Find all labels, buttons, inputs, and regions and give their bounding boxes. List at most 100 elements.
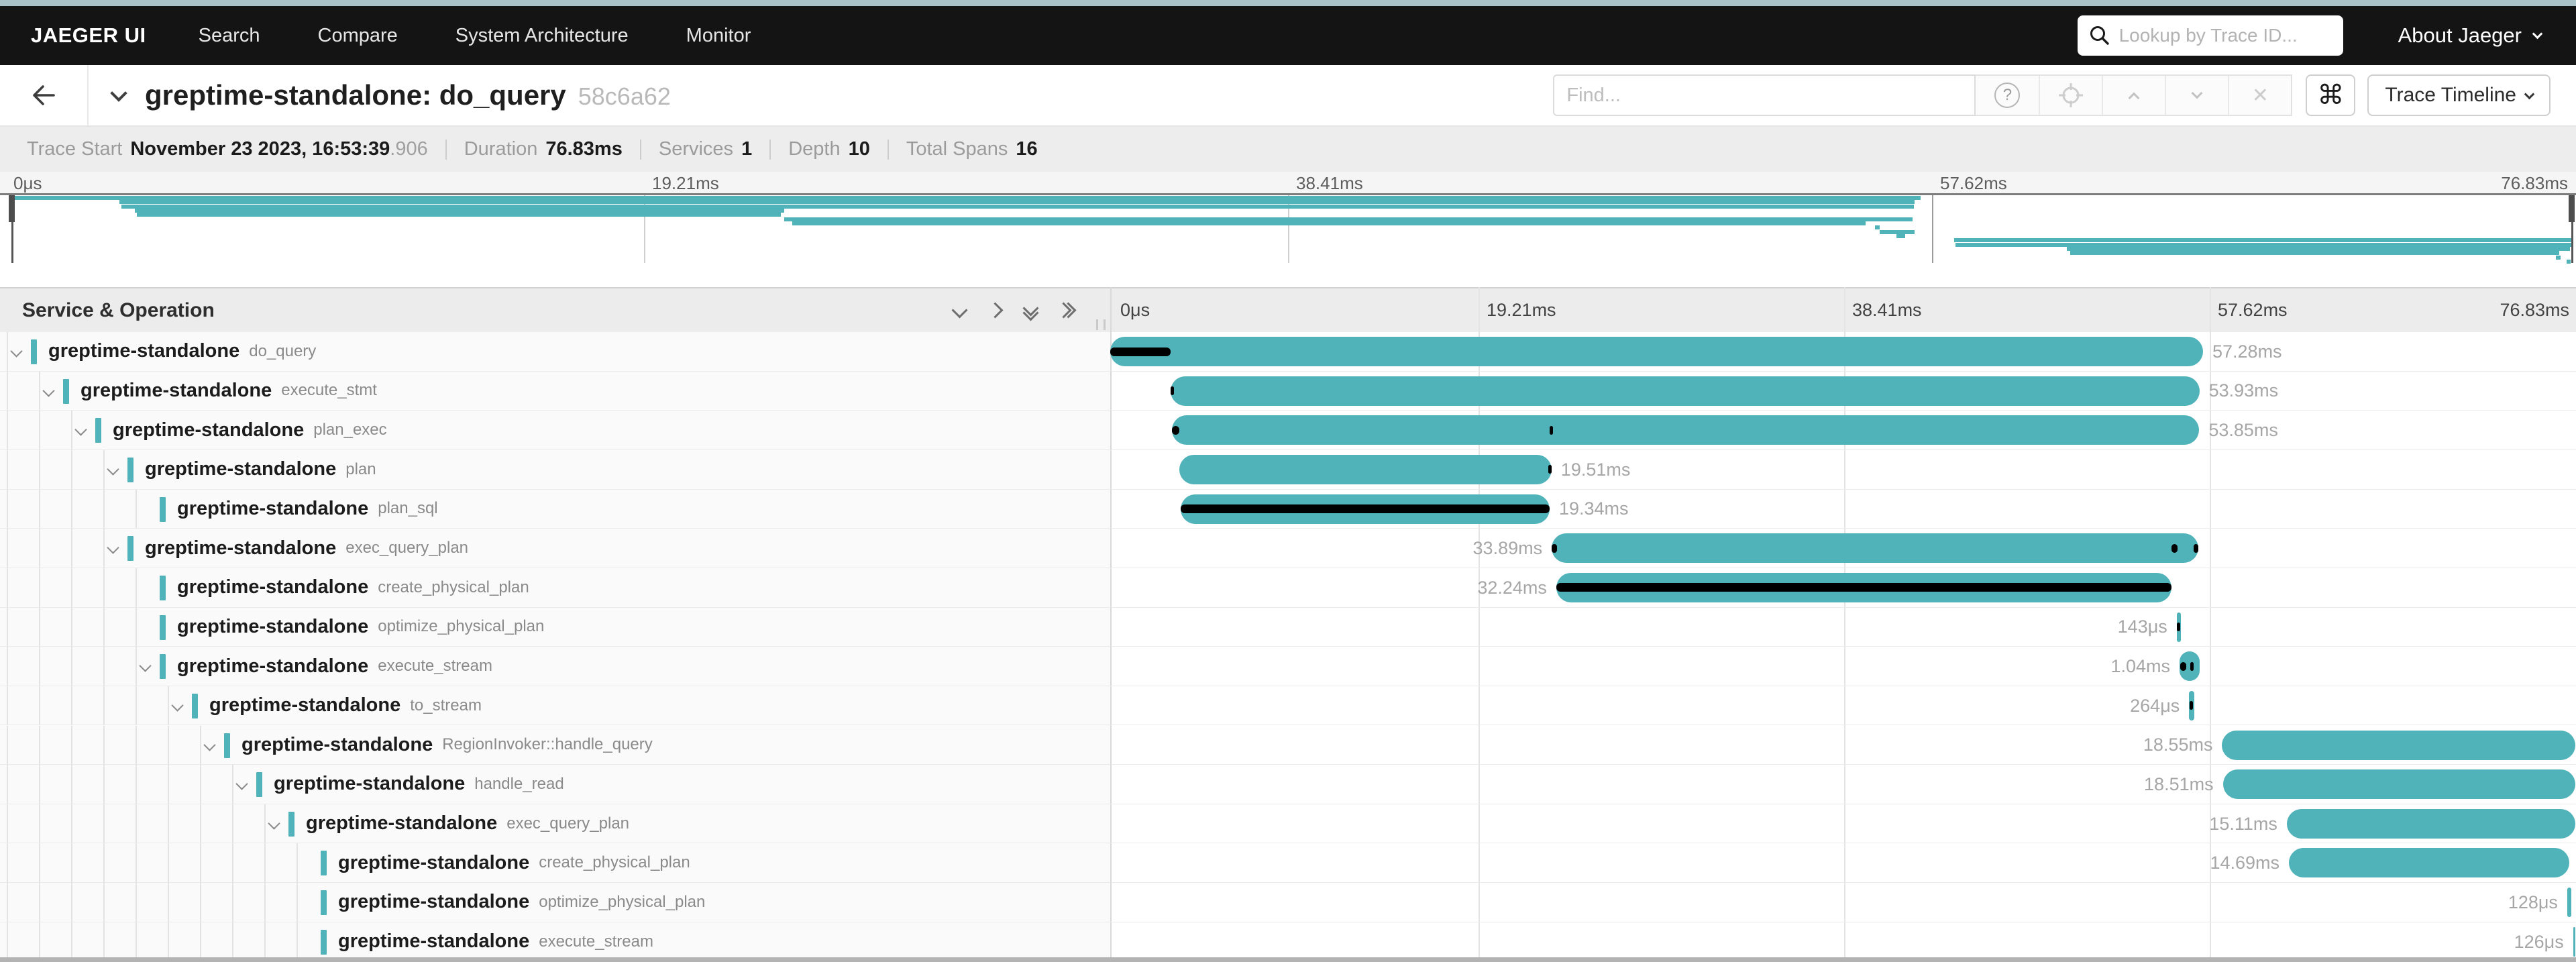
span-row[interactable]: greptime-standalone execute_stream 126μs xyxy=(0,922,2576,962)
span-bar[interactable] xyxy=(1110,337,2203,366)
span-bar[interactable] xyxy=(2288,848,2569,878)
span-bar[interactable] xyxy=(1552,533,2198,564)
collapse-one-button[interactable] xyxy=(945,288,974,332)
depth-value: 10 xyxy=(848,138,870,160)
span-row[interactable]: greptime-standalone exec_query_plan 15.11m… xyxy=(0,804,2576,844)
span-operation-name: handle_read xyxy=(474,774,564,793)
span-row[interactable]: greptime-standalone create_physical_plan 3… xyxy=(0,568,2576,608)
total-spans-value: 16 xyxy=(1016,138,1038,160)
column-divider[interactable] xyxy=(1110,287,1112,957)
indent-guide xyxy=(7,883,8,922)
span-expand-chevron-icon[interactable] xyxy=(235,778,248,790)
span-row[interactable]: greptime-standalone plan 19.51ms xyxy=(0,449,2576,490)
span-bar[interactable] xyxy=(1556,572,2171,602)
span-name: greptime-standalone plan_sql xyxy=(177,490,438,529)
span-service-name: greptime-standalone xyxy=(177,615,369,637)
span-expand-chevron-icon[interactable] xyxy=(10,345,23,358)
trace-id-lookup[interactable] xyxy=(2077,15,2343,56)
span-expand-chevron-icon[interactable] xyxy=(107,541,119,554)
indent-guide xyxy=(7,411,8,449)
viewport-right-scrubber[interactable] xyxy=(2569,195,2575,222)
critical-path-segment xyxy=(2176,623,2180,632)
span-expand-chevron-icon[interactable] xyxy=(74,423,87,436)
nav-item-compare[interactable]: Compare xyxy=(317,24,398,46)
span-expand-chevron-icon[interactable] xyxy=(171,699,184,712)
nav-item-monitor[interactable]: Monitor xyxy=(686,24,751,46)
span-row[interactable]: greptime-standalone plan_sql 19.34ms xyxy=(0,489,2576,529)
column-resizer-grip[interactable] xyxy=(1096,319,1106,330)
focus-match-button[interactable] xyxy=(2039,76,2102,115)
trace-id-lookup-input[interactable] xyxy=(2118,25,2332,46)
divider xyxy=(639,139,641,160)
span-bar[interactable] xyxy=(1179,454,1552,484)
minimap-canvas[interactable] xyxy=(0,193,2576,264)
prev-match-button[interactable] xyxy=(2102,76,2165,115)
indent-guide xyxy=(264,922,266,961)
indent-guide xyxy=(103,449,105,489)
viewport-left-scrubber[interactable] xyxy=(9,195,15,222)
span-operation-name: plan_exec xyxy=(313,421,387,439)
span-row[interactable]: greptime-standalone optimize_physical_pla… xyxy=(0,607,2576,647)
chevron-down-icon xyxy=(2532,28,2543,39)
span-service-name: greptime-standalone xyxy=(306,812,498,835)
span-bar[interactable] xyxy=(1171,415,2200,445)
span-expand-chevron-icon[interactable] xyxy=(203,738,216,751)
span-row[interactable]: greptime-standalone execute_stream 1.04ms xyxy=(0,647,2576,686)
expand-one-button[interactable] xyxy=(980,288,1010,332)
span-bar[interactable] xyxy=(1180,494,1550,524)
collapse-all-button[interactable] xyxy=(1016,288,1045,332)
span-row[interactable]: greptime-standalone plan_exec 53.85ms xyxy=(0,411,2576,450)
critical-path-segment xyxy=(2180,661,2186,671)
indent-guide xyxy=(136,804,137,843)
indent-guide xyxy=(103,686,105,725)
view-selector-dropdown[interactable]: Trace Timeline xyxy=(2367,74,2551,116)
span-row[interactable]: greptime-standalone to_stream 264μs xyxy=(0,686,2576,726)
service-color-strip xyxy=(321,929,327,955)
indent-guide xyxy=(7,765,8,804)
keyboard-shortcuts-button[interactable]: ⌘ xyxy=(2306,74,2356,116)
expand-all-button[interactable] xyxy=(1051,288,1081,332)
span-row[interactable]: greptime-standalone RegionInvoker::handle… xyxy=(0,725,2576,765)
span-row[interactable]: greptime-standalone execute_stmt 53.93ms xyxy=(0,371,2576,411)
span-name: greptime-standalone to_stream xyxy=(209,686,482,725)
span-bar[interactable] xyxy=(1170,376,2200,406)
span-bar[interactable] xyxy=(2176,612,2181,642)
span-operation-name: execute_stream xyxy=(539,932,653,951)
span-duration-label: 57.28ms xyxy=(2212,341,2282,362)
span-expand-chevron-icon[interactable] xyxy=(42,384,55,397)
span-bar[interactable] xyxy=(2573,926,2575,957)
nav-item-search[interactable]: Search xyxy=(198,24,260,46)
span-bar[interactable] xyxy=(2222,769,2575,800)
span-duration-label: 18.51ms xyxy=(2144,773,2214,794)
indent-guide xyxy=(168,883,169,922)
nav-item-system-architecture[interactable]: System Architecture xyxy=(455,24,629,46)
span-bar[interactable] xyxy=(2180,651,2200,682)
span-bar[interactable] xyxy=(2567,888,2571,918)
minimap-span-bar xyxy=(1879,229,1915,234)
span-bar[interactable] xyxy=(2189,690,2194,720)
find-input[interactable] xyxy=(1566,84,1975,107)
back-button[interactable] xyxy=(0,65,89,125)
critical-path-segment xyxy=(1170,386,1174,396)
span-expand-chevron-icon[interactable] xyxy=(139,659,152,672)
span-row[interactable]: greptime-standalone do_query 57.28ms xyxy=(0,332,2576,372)
span-row[interactable]: greptime-standalone optimize_physical_pla… xyxy=(0,883,2576,922)
span-service-name: greptime-standalone xyxy=(48,340,240,362)
collapse-trace-detail-chevron[interactable] xyxy=(110,85,127,102)
span-row[interactable]: greptime-standalone exec_query_plan 33.89m… xyxy=(0,529,2576,568)
span-expand-chevron-icon[interactable] xyxy=(107,463,119,476)
span-bar[interactable] xyxy=(2286,808,2575,839)
find-controls: ? ✕ xyxy=(1976,74,2293,116)
horizontal-scrollbar[interactable] xyxy=(0,957,2576,962)
clear-find-button[interactable]: ✕ xyxy=(2228,76,2291,115)
span-expand-chevron-icon[interactable] xyxy=(268,817,280,830)
span-operation-name: do_query xyxy=(249,341,317,360)
name-column-background xyxy=(0,332,1110,962)
span-bar[interactable] xyxy=(2222,730,2575,760)
span-row[interactable]: greptime-standalone create_physical_plan 1… xyxy=(0,843,2576,884)
duration-label: Duration xyxy=(464,138,538,160)
about-jaeger-menu[interactable]: About Jaeger xyxy=(2398,23,2543,48)
find-help-button[interactable]: ? xyxy=(1976,76,2039,115)
next-match-button[interactable] xyxy=(2165,76,2228,115)
span-row[interactable]: greptime-standalone handle_read 18.51ms xyxy=(0,765,2576,804)
